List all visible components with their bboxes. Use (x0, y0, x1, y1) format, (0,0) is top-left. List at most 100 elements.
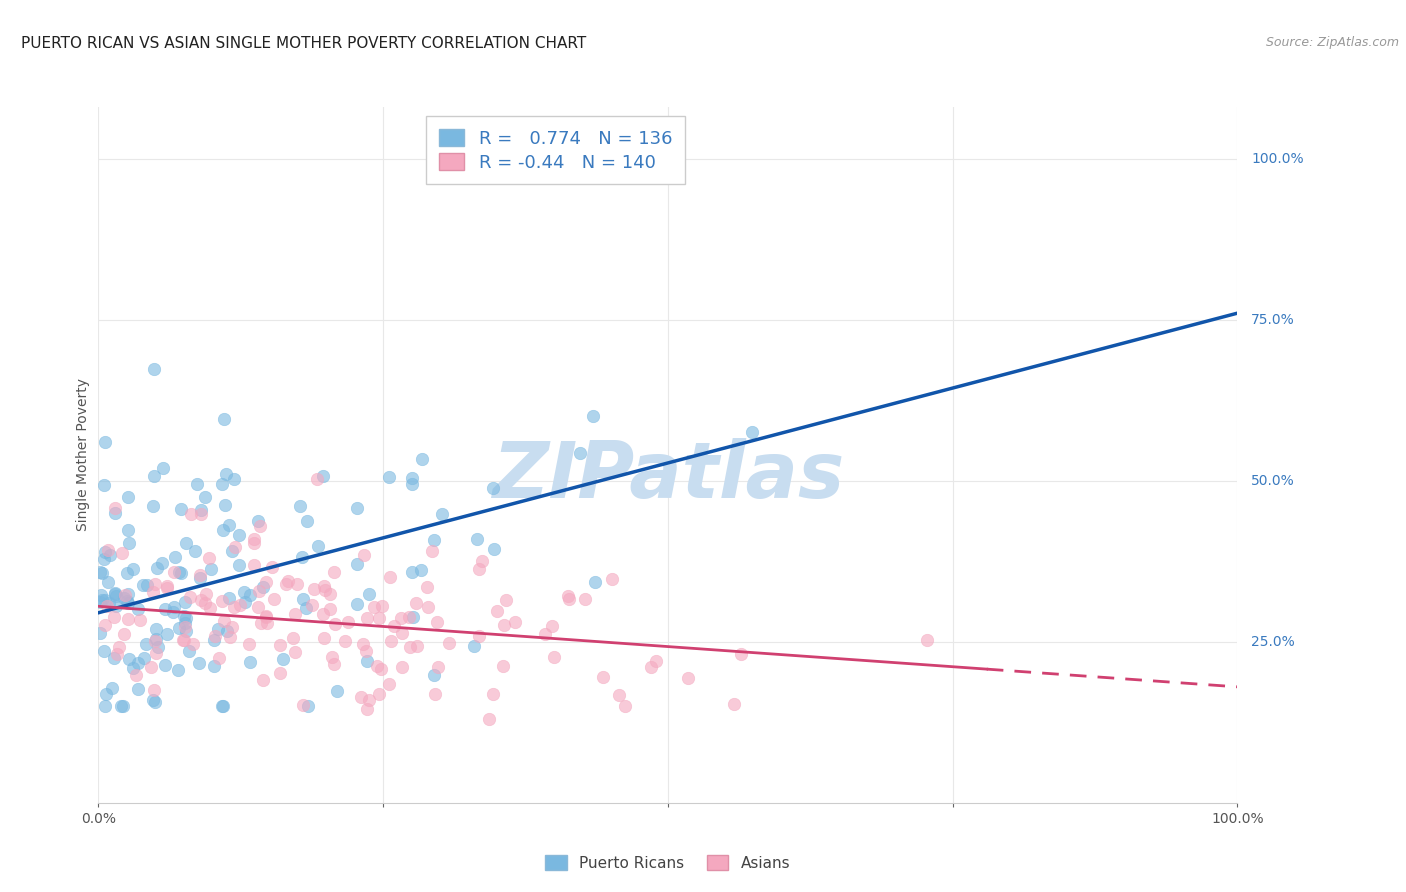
Point (111, 546, 134, 560)
Point (247, 514, 270, 528)
Point (186, 477, 208, 491)
Point (221, 619, 243, 633)
Point (190, 593, 212, 607)
Point (312, 578, 335, 592)
Point (228, 527, 250, 541)
Point (156, 627, 179, 641)
Point (93, 644, 115, 658)
Point (249, 519, 271, 533)
Point (139, 660, 162, 674)
Point (121, 562, 143, 576)
Point (741, 425, 763, 440)
Point (219, 631, 242, 645)
Point (98, 596, 121, 610)
Point (645, 655, 668, 669)
Point (423, 533, 446, 548)
Point (399, 640, 422, 655)
Point (468, 562, 491, 576)
Point (180, 507, 202, 521)
Point (128, 614, 150, 628)
Point (583, 575, 606, 590)
Point (359, 587, 381, 601)
Point (179, 590, 201, 604)
Point (411, 451, 433, 466)
Point (252, 673, 274, 688)
Point (142, 585, 165, 599)
Point (218, 517, 240, 532)
Point (238, 637, 260, 651)
Point (465, 532, 488, 546)
Point (93, 478, 115, 492)
Point (323, 616, 346, 631)
Point (90, 592, 112, 607)
Point (233, 585, 256, 599)
Point (173, 632, 195, 647)
Point (401, 566, 423, 580)
Point (256, 616, 278, 631)
Point (423, 667, 446, 681)
Point (224, 599, 246, 614)
Point (165, 549, 187, 564)
Point (97, 543, 120, 558)
Point (212, 699, 235, 714)
Text: 50.0%: 50.0% (1251, 474, 1295, 488)
Point (326, 684, 349, 698)
Point (214, 614, 236, 628)
Point (94, 592, 117, 607)
Point (243, 532, 266, 546)
Point (112, 591, 135, 606)
Point (263, 591, 285, 606)
Point (146, 640, 169, 654)
Point (574, 592, 596, 607)
Point (269, 666, 291, 681)
Point (353, 549, 375, 563)
Point (482, 541, 505, 556)
Point (211, 476, 233, 491)
Point (145, 632, 167, 646)
Point (167, 621, 190, 635)
Point (91, 566, 114, 580)
Point (482, 687, 505, 701)
Point (190, 503, 212, 517)
Point (357, 693, 380, 707)
Point (423, 687, 446, 701)
Point (211, 699, 233, 714)
Point (409, 563, 432, 577)
Point (89, 625, 111, 640)
Point (117, 490, 139, 504)
Point (118, 535, 141, 549)
Point (174, 610, 197, 624)
Point (104, 586, 127, 600)
Point (222, 472, 245, 486)
Point (197, 550, 219, 565)
Point (915, 632, 938, 647)
Point (228, 558, 250, 572)
Point (127, 682, 149, 697)
Point (98, 548, 121, 562)
Point (239, 588, 262, 602)
Point (143, 682, 166, 697)
Point (141, 499, 163, 513)
Point (371, 599, 394, 613)
Text: PUERTO RICAN VS ASIAN SINGLE MOTHER POVERTY CORRELATION CHART: PUERTO RICAN VS ASIAN SINGLE MOTHER POVE… (21, 36, 586, 51)
Point (143, 469, 166, 483)
Point (172, 632, 194, 647)
Point (204, 629, 226, 643)
Point (212, 523, 235, 537)
Point (318, 587, 340, 601)
Point (173, 595, 195, 609)
Text: 75.0%: 75.0% (1251, 312, 1295, 326)
Point (94, 699, 117, 714)
Point (284, 607, 307, 622)
Point (170, 502, 193, 516)
Point (202, 633, 225, 648)
Point (97, 574, 120, 589)
Point (426, 615, 449, 629)
Point (103, 610, 125, 624)
Point (336, 615, 359, 629)
Point (557, 592, 579, 607)
Point (195, 587, 218, 601)
Point (302, 582, 325, 596)
Point (93, 618, 115, 632)
Point (402, 610, 425, 624)
